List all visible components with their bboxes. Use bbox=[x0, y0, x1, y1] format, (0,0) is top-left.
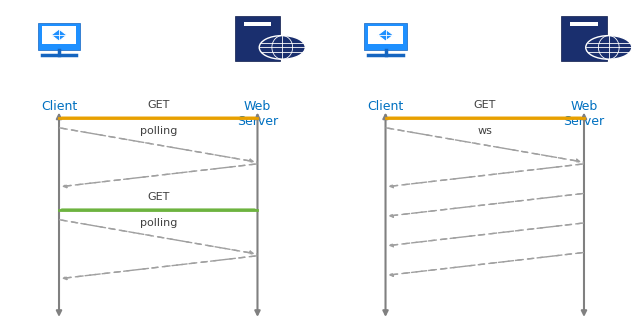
Text: Client: Client bbox=[367, 100, 404, 113]
FancyBboxPatch shape bbox=[561, 17, 606, 61]
Polygon shape bbox=[377, 29, 394, 41]
Text: GET: GET bbox=[147, 100, 170, 110]
Text: GET: GET bbox=[473, 100, 496, 110]
Text: polling: polling bbox=[140, 218, 177, 228]
FancyBboxPatch shape bbox=[368, 26, 403, 44]
FancyBboxPatch shape bbox=[38, 23, 80, 50]
FancyBboxPatch shape bbox=[570, 22, 597, 26]
Text: Client: Client bbox=[41, 100, 77, 113]
Text: Web
Server: Web Server bbox=[563, 100, 604, 128]
FancyBboxPatch shape bbox=[42, 26, 77, 44]
Text: GET: GET bbox=[147, 192, 170, 202]
Circle shape bbox=[586, 36, 632, 59]
Text: polling: polling bbox=[140, 126, 177, 136]
FancyBboxPatch shape bbox=[244, 22, 271, 26]
Polygon shape bbox=[51, 29, 67, 41]
FancyBboxPatch shape bbox=[364, 23, 407, 50]
Text: Web
Server: Web Server bbox=[237, 100, 278, 128]
Circle shape bbox=[259, 36, 305, 59]
Text: ws: ws bbox=[477, 126, 492, 136]
FancyBboxPatch shape bbox=[235, 17, 280, 61]
